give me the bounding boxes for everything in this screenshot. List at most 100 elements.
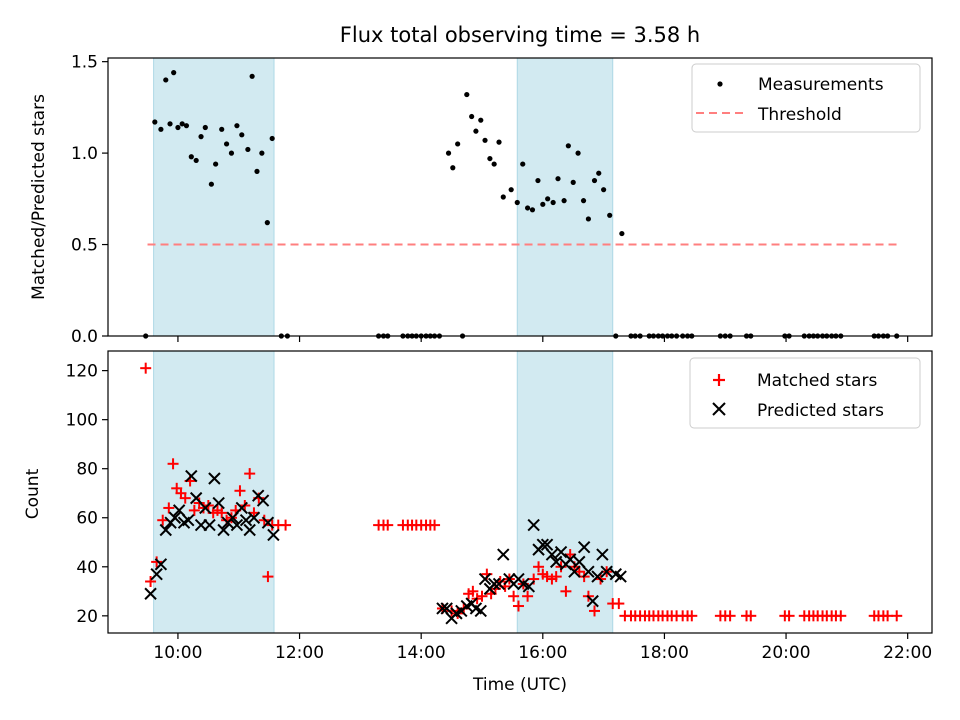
predicted-star-point bbox=[261, 516, 275, 529]
predicted-star-point bbox=[497, 548, 510, 561]
predicted-star-point bbox=[596, 548, 609, 561]
measurement-point bbox=[525, 205, 531, 211]
x-tick-label: 22:00 bbox=[883, 643, 932, 663]
predicted-star-point bbox=[554, 545, 568, 559]
predicted-star-point bbox=[478, 572, 492, 586]
predicted-star-point bbox=[235, 501, 248, 515]
predicted-star-point bbox=[247, 511, 261, 524]
measurement-point bbox=[550, 199, 556, 206]
y-tick-label: 100 bbox=[66, 411, 98, 431]
y-tick-label: 60 bbox=[76, 509, 98, 529]
measurement-point bbox=[464, 91, 470, 98]
predicted-star-point bbox=[182, 513, 195, 527]
top-y-ticks: 0.0 0.5 1.0 1.5 bbox=[71, 53, 108, 347]
predicted-star-point bbox=[212, 496, 225, 510]
y-tick-label: 1.0 bbox=[71, 144, 98, 164]
predicted-star-point bbox=[208, 472, 221, 485]
measurement-point bbox=[213, 161, 219, 167]
predicted-star-point bbox=[568, 565, 581, 578]
measurement-point bbox=[469, 113, 475, 120]
measurement-point bbox=[496, 139, 502, 145]
top-x-ticks bbox=[177, 336, 909, 342]
measurement-point bbox=[508, 187, 514, 193]
measurement-point bbox=[500, 194, 506, 200]
predicted-star-point bbox=[172, 504, 186, 517]
y-tick-label: 0.5 bbox=[71, 236, 98, 256]
predicted-star-point bbox=[573, 555, 586, 569]
measurement-point bbox=[259, 150, 265, 156]
matched-star-point bbox=[613, 598, 625, 610]
y-tick-label: 120 bbox=[66, 362, 98, 382]
measurement-point bbox=[529, 207, 536, 213]
matched-star-point bbox=[197, 502, 209, 514]
matched-star-point bbox=[163, 502, 175, 514]
legend-threshold-label: Threshold bbox=[757, 105, 842, 125]
matched-star-point bbox=[522, 590, 534, 602]
legend-matched-marker bbox=[713, 374, 725, 386]
predicted-star-point bbox=[159, 523, 172, 537]
predicted-star-point bbox=[540, 538, 554, 551]
measurement-point bbox=[555, 176, 561, 182]
predicted-star-point bbox=[217, 523, 230, 537]
predicted-star-point bbox=[267, 528, 280, 542]
y-tick-label: 20 bbox=[76, 607, 98, 627]
top-ylabel: Matched/Predicted stars bbox=[29, 94, 49, 300]
measurement-point bbox=[167, 121, 173, 127]
measurement-point bbox=[565, 143, 571, 149]
predicted-star-point bbox=[226, 511, 239, 524]
predicted-star-point bbox=[199, 501, 212, 515]
predicted-star-point bbox=[203, 518, 216, 532]
predicted-star-point bbox=[256, 494, 270, 507]
measurement-point bbox=[239, 132, 245, 138]
predicted-star-point bbox=[474, 604, 487, 618]
measurement-point bbox=[619, 230, 625, 237]
matched-star-point bbox=[151, 556, 163, 568]
predicted-star-point bbox=[582, 565, 595, 578]
measurement-point bbox=[478, 117, 484, 123]
bottom-legend: Matched stars Predicted stars bbox=[689, 357, 921, 429]
shaded-interval bbox=[153, 350, 275, 634]
measurement-point bbox=[264, 220, 270, 226]
measurement-point bbox=[601, 187, 607, 193]
measurement-point bbox=[152, 119, 158, 125]
matched-star-point bbox=[382, 519, 394, 531]
predicted-star-point bbox=[185, 469, 198, 483]
measurement-point bbox=[158, 126, 164, 132]
measurement-point bbox=[179, 121, 185, 127]
predicted-star-point bbox=[492, 577, 506, 591]
matched-star-point bbox=[891, 610, 903, 622]
matched-star-point bbox=[476, 590, 488, 602]
predicted-star-point bbox=[487, 577, 501, 591]
measurement-point bbox=[591, 177, 598, 184]
predicted-star-point bbox=[243, 523, 256, 537]
legend-measurement-marker bbox=[717, 81, 723, 87]
measurement-point bbox=[535, 177, 541, 184]
predicted-star-point bbox=[614, 570, 627, 583]
measurement-point bbox=[254, 168, 260, 174]
matched-star-point bbox=[179, 492, 191, 504]
measurement-point bbox=[223, 141, 230, 147]
bottom-y-ticks: 20 40 60 80 100 120 bbox=[66, 362, 108, 627]
bottom-plot-area bbox=[140, 362, 903, 625]
matched-star-point bbox=[234, 485, 246, 497]
matched-star-point bbox=[216, 507, 228, 519]
measurement-point bbox=[561, 198, 567, 204]
legend-matched-label: Matched stars bbox=[757, 371, 877, 391]
measurement-point bbox=[520, 161, 526, 167]
legend-predicted-marker bbox=[712, 402, 726, 416]
measurement-point bbox=[491, 161, 497, 167]
bottom-legend-box bbox=[689, 357, 921, 429]
measurement-point bbox=[198, 134, 204, 140]
predicted-star-point bbox=[144, 587, 157, 600]
measurement-point bbox=[575, 150, 581, 156]
predicted-star-point bbox=[150, 567, 163, 581]
shaded-interval bbox=[516, 57, 614, 337]
measurement-point bbox=[545, 196, 551, 202]
measurement-point bbox=[228, 150, 235, 156]
measurement-point bbox=[249, 73, 255, 79]
matched-star-point bbox=[512, 600, 524, 612]
predicted-star-point bbox=[563, 553, 577, 566]
measurement-point bbox=[219, 126, 225, 132]
bottom-panel: 20 40 60 80 100 120 10:00 12:00 14:00 16:00 18:00… bbox=[23, 350, 933, 695]
